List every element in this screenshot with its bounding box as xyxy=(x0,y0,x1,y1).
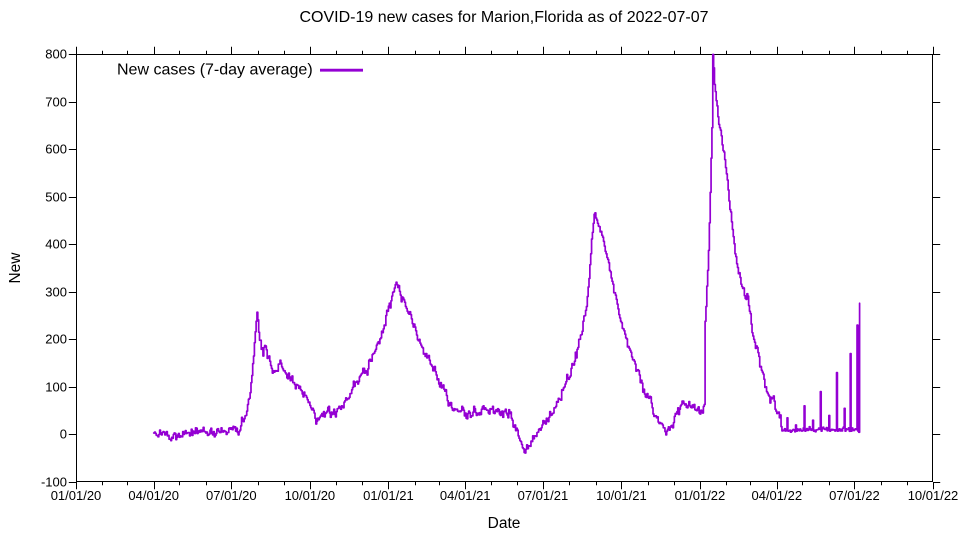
svg-text:New cases (7-day average): New cases (7-day average) xyxy=(117,62,313,79)
svg-text:04/01/21: 04/01/21 xyxy=(440,488,491,503)
svg-text:07/01/22: 07/01/22 xyxy=(829,488,880,503)
svg-text:700: 700 xyxy=(45,95,67,110)
svg-text:04/01/20: 04/01/20 xyxy=(128,488,179,503)
svg-text:Date: Date xyxy=(488,515,521,532)
svg-text:800: 800 xyxy=(45,47,67,62)
svg-text:10/01/22: 10/01/22 xyxy=(908,488,959,503)
svg-text:400: 400 xyxy=(45,237,67,252)
svg-text:10/01/20: 10/01/20 xyxy=(285,488,336,503)
svg-text:04/01/22: 04/01/22 xyxy=(751,488,802,503)
svg-text:10/01/21: 10/01/21 xyxy=(596,488,647,503)
svg-text:500: 500 xyxy=(45,190,67,205)
svg-text:07/01/21: 07/01/21 xyxy=(518,488,569,503)
svg-text:01/01/21: 01/01/21 xyxy=(363,488,414,503)
svg-text:300: 300 xyxy=(45,285,67,300)
svg-text:100: 100 xyxy=(45,380,67,395)
svg-text:200: 200 xyxy=(45,332,67,347)
svg-text:0: 0 xyxy=(60,427,67,442)
svg-text:01/01/20: 01/01/20 xyxy=(51,488,102,503)
svg-text:COVID-19 new cases for Marion,: COVID-19 new cases for Marion,Florida as… xyxy=(299,9,708,26)
svg-text:01/01/22: 01/01/22 xyxy=(675,488,726,503)
svg-text:New: New xyxy=(7,252,24,284)
svg-text:07/01/20: 07/01/20 xyxy=(206,488,257,503)
svg-text:600: 600 xyxy=(45,142,67,157)
